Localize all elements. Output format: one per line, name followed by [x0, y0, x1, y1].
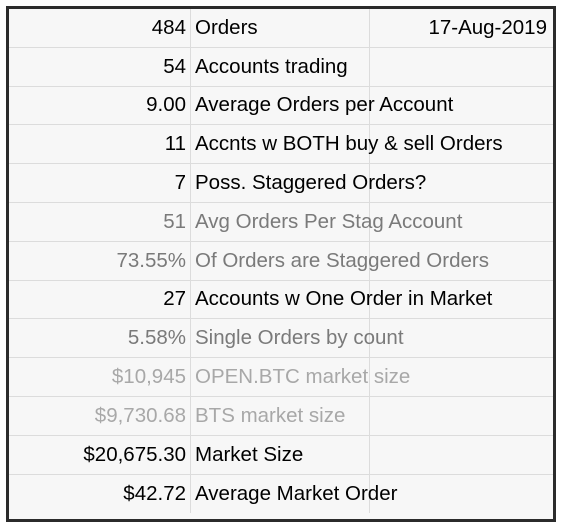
label-cell[interactable]: BTS market size: [195, 403, 346, 427]
empty-cell[interactable]: [369, 319, 553, 358]
empty-cell[interactable]: [369, 47, 553, 86]
label-cell[interactable]: Of Orders are Staggered Orders: [195, 248, 489, 272]
table-row: 51 Avg Orders Per Stag Account: [9, 202, 553, 242]
table-row: $10,945 OPEN.BTC market size: [9, 358, 553, 397]
value-cell[interactable]: 27: [9, 280, 191, 319]
empty-cell[interactable]: [369, 474, 553, 514]
value-cell[interactable]: $10,945: [9, 358, 191, 396]
empty-cell[interactable]: [369, 280, 553, 319]
value-cell[interactable]: 11: [9, 125, 191, 164]
value-cell[interactable]: $20,675.30: [9, 435, 191, 474]
value-cell[interactable]: $42.72: [9, 474, 191, 514]
label-cell[interactable]: Average Orders per Account: [195, 93, 454, 117]
date-cell[interactable]: 17-Aug-2019: [369, 9, 553, 47]
table-row: $9,730.68 BTS market size: [9, 396, 553, 436]
table-row: 54 Accounts trading: [9, 47, 553, 87]
label-cell[interactable]: Accounts w One Order in Market: [195, 287, 493, 311]
label-cell[interactable]: Market Size: [195, 442, 304, 466]
value-cell[interactable]: $9,730.68: [9, 396, 191, 435]
value-cell[interactable]: 5.58%: [9, 319, 191, 358]
value-cell[interactable]: 54: [9, 47, 191, 86]
table-row: 27 Accounts w One Order in Market: [9, 280, 553, 320]
value-cell[interactable]: 51: [9, 202, 191, 241]
table-row: $42.72 Average Market Order: [9, 474, 553, 514]
table-row: 7 Poss. Staggered Orders?: [9, 164, 553, 203]
empty-cell[interactable]: [369, 86, 553, 125]
label-cell[interactable]: Avg Orders Per Stag Account: [195, 209, 463, 233]
spreadsheet-grid: 484 Orders 17-Aug-2019 54 Accounts tradi…: [6, 6, 556, 522]
empty-cell[interactable]: [369, 125, 553, 164]
table-row: 484 Orders 17-Aug-2019: [9, 9, 553, 48]
label-cell[interactable]: Orders: [195, 15, 258, 39]
label-cell[interactable]: OPEN.BTC market size: [195, 365, 411, 389]
value-cell[interactable]: 484: [9, 9, 191, 47]
value-cell[interactable]: 73.55%: [9, 241, 191, 280]
empty-cell[interactable]: [369, 202, 553, 241]
label-cell[interactable]: Poss. Staggered Orders?: [195, 171, 427, 195]
value-cell[interactable]: 9.00: [9, 86, 191, 125]
label-cell[interactable]: Accnts w BOTH buy & sell Orders: [195, 132, 503, 156]
table-row: 5.58% Single Orders by count: [9, 319, 553, 359]
empty-cell[interactable]: [369, 358, 553, 396]
label-cell[interactable]: Average Market Order: [195, 481, 398, 505]
empty-cell[interactable]: [369, 396, 553, 435]
table-row: $20,675.30 Market Size: [9, 435, 553, 475]
value-cell[interactable]: 7: [9, 164, 191, 202]
table-row: 11 Accnts w BOTH buy & sell Orders: [9, 125, 553, 165]
table-row: 9.00 Average Orders per Account: [9, 86, 553, 126]
empty-cell[interactable]: [369, 435, 553, 474]
label-cell[interactable]: Single Orders by count: [195, 326, 404, 350]
empty-cell[interactable]: [369, 241, 553, 280]
label-cell[interactable]: Accounts trading: [195, 54, 348, 78]
empty-cell[interactable]: [369, 164, 553, 202]
table-row: 73.55% Of Orders are Staggered Orders: [9, 241, 553, 281]
